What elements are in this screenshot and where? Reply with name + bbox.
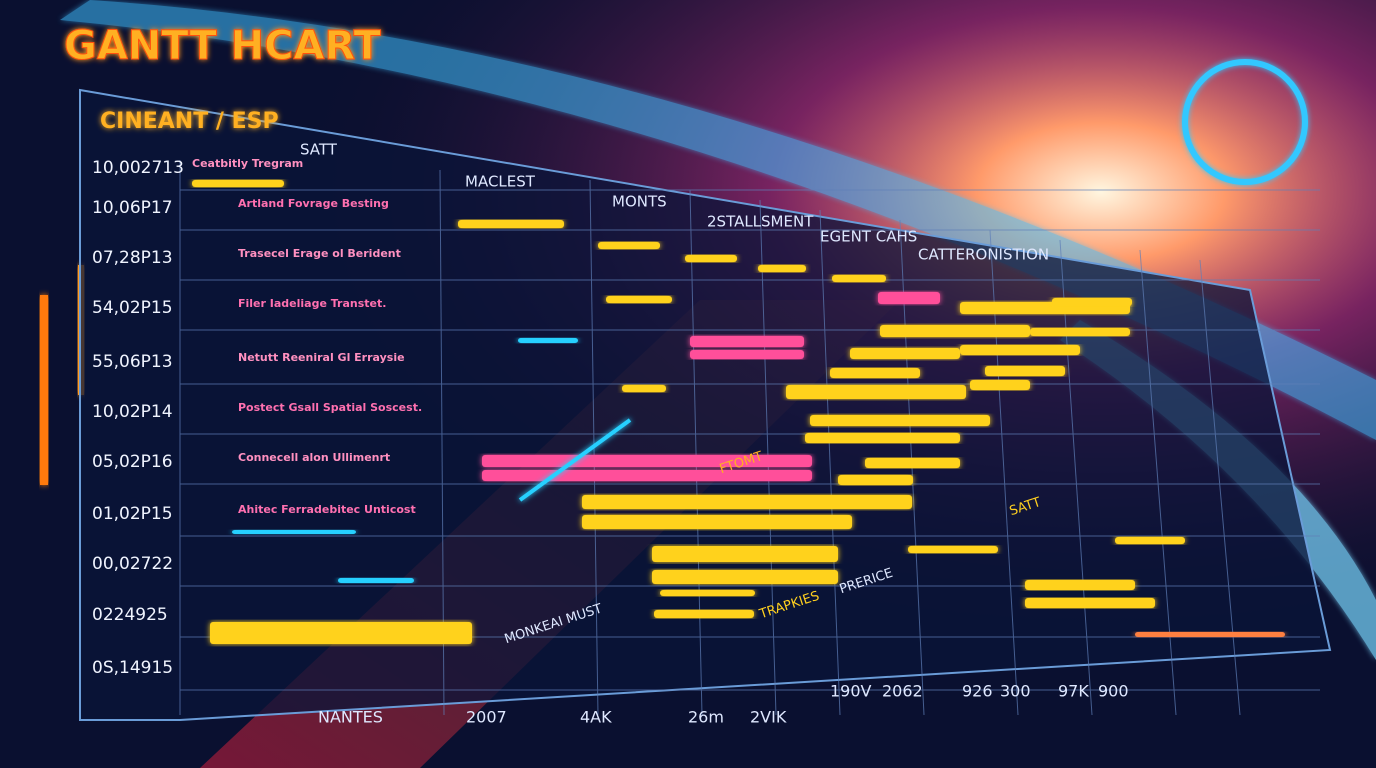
side-bar xyxy=(40,295,48,485)
task-bar xyxy=(482,455,812,467)
task-bar xyxy=(606,296,672,303)
task-bar xyxy=(960,345,1080,355)
task-bar xyxy=(685,255,737,262)
task-bar xyxy=(1052,298,1132,306)
footer-label: 97K xyxy=(1058,682,1089,701)
col-line xyxy=(1199,259,1241,716)
task-bar xyxy=(850,348,960,359)
task-bar xyxy=(908,546,998,553)
task-bar xyxy=(652,570,838,584)
row-code: 00,02722 xyxy=(92,554,173,574)
task-bar xyxy=(1025,580,1135,590)
ring xyxy=(1182,59,1308,185)
task-bar xyxy=(880,325,1030,337)
footer-label: 900 xyxy=(1098,682,1129,701)
task-bar xyxy=(582,515,852,529)
task-name: Ceatbitly Tregram xyxy=(192,157,303,170)
task-bar xyxy=(458,220,564,228)
task-bar xyxy=(622,385,666,392)
task-bar xyxy=(832,275,886,282)
row-code: 10,02P14 xyxy=(92,402,173,422)
task-bar xyxy=(786,385,966,399)
column-header: EGENT CAHS xyxy=(820,228,917,246)
col-line xyxy=(689,189,703,716)
task-bar xyxy=(690,350,804,359)
task-name: Artland Fovrage Besting xyxy=(238,197,389,210)
row-code: 55,06P13 xyxy=(92,352,173,372)
connector xyxy=(518,418,632,502)
row-code: 10,06P17 xyxy=(92,198,173,218)
task-bar xyxy=(805,433,960,443)
task-bar xyxy=(582,495,912,509)
task-bar xyxy=(210,622,472,644)
footer-label: 2VIK xyxy=(750,708,787,727)
task-bar xyxy=(690,336,804,347)
footer-label: 2007 xyxy=(466,708,507,727)
task-bar xyxy=(654,610,754,618)
footer-label: 4AK xyxy=(580,708,612,727)
task-bar xyxy=(482,470,812,481)
row-code: 01,02P15 xyxy=(92,504,173,524)
column-header: 2STALLSMENT xyxy=(707,213,814,231)
task-name: Filer Iadeliage Transtet. xyxy=(238,297,386,310)
column-header: MONTS xyxy=(612,193,667,211)
task-name: Postect Gsall Spatial Soscest. xyxy=(238,401,422,414)
task-bar xyxy=(810,415,990,426)
task-name: Connecell alon Ullimenrt xyxy=(238,451,390,464)
task-bar xyxy=(598,242,660,249)
task-bar xyxy=(192,180,284,187)
footer-label: 26m xyxy=(688,708,724,727)
col-line xyxy=(1139,249,1177,716)
task-bar xyxy=(830,368,920,378)
task-bar xyxy=(660,590,755,596)
task-bar xyxy=(970,380,1030,390)
task-bar xyxy=(1115,537,1185,544)
task-bar xyxy=(338,578,414,583)
footer-label: 2062 xyxy=(882,682,923,701)
task-bar xyxy=(518,338,578,343)
task-bar xyxy=(1030,328,1130,336)
column-header: MACLEST xyxy=(465,173,536,191)
task-bar xyxy=(838,475,913,485)
footer-label: NANTES xyxy=(318,708,383,727)
task-bar xyxy=(878,292,940,304)
task-bar xyxy=(1135,632,1285,637)
column-header: CATTERONISTION xyxy=(918,246,1049,264)
col-line xyxy=(1059,239,1093,716)
task-bar xyxy=(1025,598,1155,608)
row-code: 0S,14915 xyxy=(92,658,173,678)
footer-label: 300 xyxy=(1000,682,1031,701)
task-name: Ahitec Ferradebitec Unticost xyxy=(238,503,416,516)
title: GANTT HCART xyxy=(64,23,381,69)
footer-label: 190V xyxy=(830,682,872,701)
task-bar xyxy=(865,458,960,468)
task-bar xyxy=(758,265,806,272)
task-name: Trasecel Erage ol Berident xyxy=(238,247,401,260)
row-code: 54,02P15 xyxy=(92,298,173,318)
task-name: Netutt Reeniral Gl Erraysie xyxy=(238,351,405,364)
panel-title: CINEANT / ESP xyxy=(100,109,279,134)
row-code: 0224925 xyxy=(92,605,168,625)
column-header: SATT xyxy=(300,141,338,159)
row-code: 10,002713 xyxy=(92,158,184,178)
row-code: 05,02P16 xyxy=(92,452,173,472)
task-bar xyxy=(232,530,356,534)
task-bar xyxy=(652,546,838,562)
row-code: 07,28P13 xyxy=(92,248,173,268)
task-bar xyxy=(985,366,1065,376)
footer-label: 926 xyxy=(962,682,993,701)
panel xyxy=(79,88,1332,721)
col-line xyxy=(819,209,841,716)
